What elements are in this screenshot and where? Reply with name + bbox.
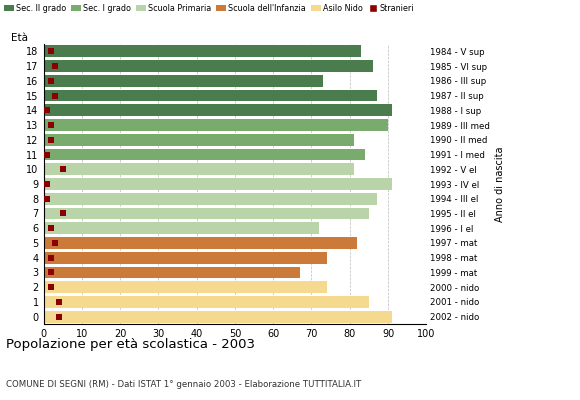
Point bbox=[50, 92, 60, 99]
Bar bbox=[44, 252, 327, 264]
Point bbox=[46, 284, 56, 290]
Text: COMUNE DI SEGNI (RM) - Dati ISTAT 1° gennaio 2003 - Elaborazione TUTTITALIA.IT: COMUNE DI SEGNI (RM) - Dati ISTAT 1° gen… bbox=[6, 380, 361, 389]
Bar bbox=[44, 90, 376, 102]
Bar bbox=[44, 163, 354, 175]
Point bbox=[46, 48, 56, 54]
Bar bbox=[44, 296, 369, 308]
Point bbox=[46, 225, 56, 232]
Y-axis label: Anno di nascita: Anno di nascita bbox=[495, 146, 505, 222]
Point bbox=[46, 136, 56, 143]
Bar bbox=[44, 193, 376, 205]
Legend: Sec. II grado, Sec. I grado, Scuola Primaria, Scuola dell'Infanzia, Asilo Nido, : Sec. II grado, Sec. I grado, Scuola Prim… bbox=[4, 4, 414, 13]
Point bbox=[46, 269, 56, 276]
Bar bbox=[44, 178, 392, 190]
Point bbox=[50, 63, 60, 69]
Bar bbox=[44, 75, 323, 87]
Bar bbox=[44, 46, 361, 57]
Point bbox=[46, 122, 56, 128]
Point bbox=[54, 314, 63, 320]
Point bbox=[43, 181, 52, 187]
Bar bbox=[44, 311, 392, 322]
Point bbox=[46, 78, 56, 84]
Bar bbox=[44, 149, 365, 160]
Text: Popolazione per età scolastica - 2003: Popolazione per età scolastica - 2003 bbox=[6, 338, 255, 351]
Point bbox=[43, 107, 52, 114]
Bar bbox=[44, 237, 357, 249]
Bar bbox=[44, 208, 369, 219]
Bar bbox=[44, 222, 319, 234]
Point bbox=[54, 299, 63, 305]
Point bbox=[43, 151, 52, 158]
Point bbox=[43, 196, 52, 202]
Bar bbox=[44, 60, 373, 72]
Bar bbox=[44, 104, 392, 116]
Point bbox=[50, 240, 60, 246]
Bar bbox=[44, 281, 327, 293]
Bar bbox=[44, 134, 354, 146]
Point bbox=[58, 166, 67, 172]
Y-axis label: Età: Età bbox=[11, 34, 28, 44]
Bar bbox=[44, 266, 300, 278]
Point bbox=[58, 210, 67, 217]
Bar bbox=[44, 119, 388, 131]
Point bbox=[46, 254, 56, 261]
